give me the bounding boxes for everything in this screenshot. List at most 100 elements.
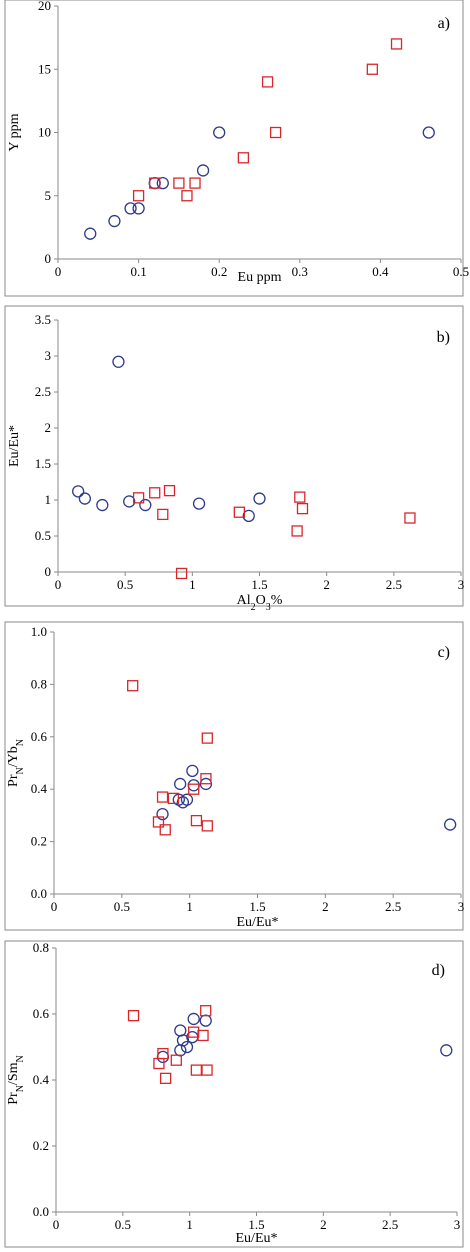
x-tick-label: 0.5 [115, 1217, 131, 1232]
y-tick-label: 0.6 [33, 1006, 50, 1021]
data-point-circle [156, 176, 169, 190]
x-tick-label: 0.3 [292, 264, 308, 279]
x-tick-label: 0 [53, 1217, 60, 1232]
y-tick-label: 1.0 [31, 624, 47, 639]
x-axis-label-text: Eu/Eu* [237, 915, 279, 930]
x-tick-label: 3 [458, 577, 465, 592]
data-point-circle [112, 355, 125, 368]
data-point-square [201, 1064, 213, 1076]
panel-label: a) [438, 15, 450, 32]
data-point-circle [187, 779, 200, 792]
y-tick-label: 15 [38, 61, 51, 76]
data-point-square [390, 38, 403, 50]
x-tick-label: 2.5 [382, 1217, 398, 1232]
y-tick-label: 0.0 [31, 886, 47, 901]
chart-panel-1: 0 0.1 0.2 0.3 0.4 0.5 0 5 10 15 20 Eu ppm Y ppm a) [4, 0, 469, 297]
data-point-square [127, 1010, 140, 1022]
y-tick-label: 5 [45, 188, 52, 203]
y-tick-label: 0.0 [33, 1204, 49, 1219]
x-tick-label: 3 [458, 899, 465, 914]
x-axis-label-subscript: 2 [251, 602, 256, 613]
panel-label: d) [432, 962, 445, 979]
y-axis-label-subscript: N [15, 1055, 26, 1062]
square-series [127, 680, 213, 836]
x-tick-label: 0 [55, 264, 62, 279]
data-point-circle [180, 1040, 194, 1054]
x-axis-label-text: Eu ppm [238, 270, 282, 285]
y-tick-label: 2 [45, 420, 52, 435]
y-axis-label-text: Eu/Eu* [7, 425, 22, 467]
data-point-circle [139, 498, 152, 512]
x-axis-label: Eu/Eu* [236, 1231, 278, 1246]
data-point-circle [123, 495, 136, 508]
y-tick-label: 1 [45, 492, 52, 507]
data-point-square [170, 1054, 182, 1066]
data-point-square [173, 177, 185, 189]
chart-panel-3: 0 0.5 1 1.5 2 2.5 30.00.20.40.60.81.0Eu/Eu*PrN… [4, 621, 465, 931]
y-axis-label: Y ppm [7, 113, 22, 151]
data-point-square [404, 512, 416, 524]
x-tick-label: 2 [322, 899, 329, 914]
data-point-circle [84, 227, 97, 240]
data-point-circle [422, 126, 435, 139]
data-point-square [233, 506, 246, 518]
x-axis-label: Eu ppm [238, 270, 282, 285]
y-axis-label: Eu/Eu* [7, 425, 22, 467]
x-tick-label: 0.1 [130, 264, 146, 279]
data-point-circle [174, 777, 187, 791]
data-point-circle [156, 807, 169, 821]
y-tick-label: 0.8 [31, 676, 47, 691]
circle-series [156, 1012, 453, 1064]
data-point-circle [72, 485, 85, 498]
data-point-circle [96, 498, 109, 512]
data-point-circle [108, 214, 121, 228]
data-point-square [159, 824, 171, 836]
data-point-circle [156, 1050, 170, 1064]
data-point-square [157, 508, 169, 521]
data-point-square [201, 820, 213, 832]
y-axis-label-text: /Sm [6, 1062, 21, 1085]
data-point-circle [242, 509, 255, 522]
x-tick-label: 1.5 [248, 1217, 264, 1232]
x-tick-label: 2.5 [385, 899, 401, 914]
data-point-square [197, 1029, 209, 1042]
x-tick-label: 1.5 [249, 899, 265, 914]
data-point-square [366, 63, 378, 75]
x-tick-label: 3 [454, 1217, 461, 1232]
data-point-square [200, 773, 212, 785]
panel-label: c) [438, 644, 450, 661]
chart-panel-4: 0 0.5 1 1.5 2 2.5 30.00.20.40.60.8Eu/Eu*PrN/Sm… [4, 940, 464, 1248]
x-tick-label: 1.5 [251, 577, 267, 592]
data-point-square [190, 1064, 203, 1076]
data-point-square [190, 814, 203, 827]
data-point-square [201, 732, 213, 744]
x-tick-label: 0.5 [453, 264, 469, 279]
circle-series [84, 126, 435, 240]
data-point-square [188, 783, 200, 795]
y-axis-label: PrN/YbN [6, 739, 26, 787]
data-point-circle [186, 764, 199, 778]
data-point-circle [253, 492, 266, 505]
y-tick-label: 0 [45, 251, 52, 266]
y-axis-label-text: Pr [6, 1092, 21, 1105]
data-point-circle [199, 1014, 212, 1027]
x-axis-label-text: Eu/Eu* [236, 1231, 278, 1246]
data-point-square [127, 680, 139, 692]
data-point-square [149, 487, 161, 499]
x-tick-label: 2.5 [386, 577, 402, 592]
y-axis-label-text: /Yb [6, 746, 21, 767]
x-tick-label: 1 [186, 899, 193, 914]
data-point-circle [192, 497, 206, 510]
data-point-circle [443, 818, 457, 831]
x-tick-label: 1 [189, 577, 196, 592]
y-tick-label: 0.4 [31, 781, 48, 796]
circle-series [72, 355, 266, 522]
y-tick-label: 3 [45, 348, 52, 363]
y-tick-label: 2.5 [35, 384, 51, 399]
data-point-square [189, 177, 201, 189]
data-point-square [237, 152, 250, 164]
y-tick-label: 0.2 [31, 834, 47, 849]
data-point-square [175, 567, 188, 580]
x-tick-label: 0 [55, 577, 62, 592]
